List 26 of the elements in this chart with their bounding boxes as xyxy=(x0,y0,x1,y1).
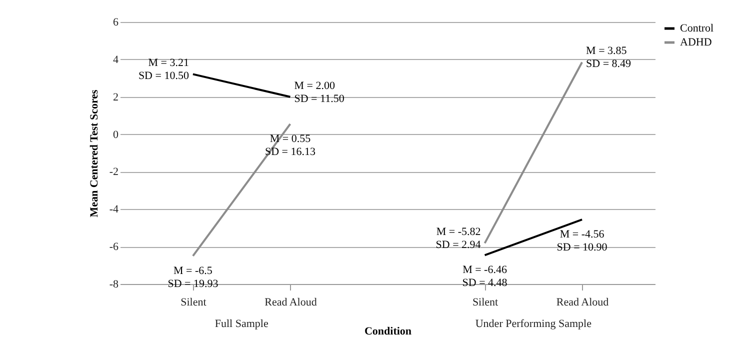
x-tick-label: Silent xyxy=(472,296,498,308)
annotation: M = 0.55 SD = 16.13 xyxy=(264,132,316,158)
annotation: M = -5.82 SD = 2.94 xyxy=(436,226,482,252)
legend-label: ADHD xyxy=(680,36,712,48)
y-tick-label: -8 xyxy=(109,278,119,290)
y-tick-label: -4 xyxy=(109,204,119,216)
annotation: M = -6.46 SD = 4.48 xyxy=(462,264,508,290)
x-axis-title: Condition xyxy=(364,326,412,337)
y-tick-label: 0 xyxy=(113,128,119,141)
y-tick-label: 6 xyxy=(113,16,119,28)
text: Full Sample xyxy=(214,318,268,330)
legend-label: Control xyxy=(680,22,714,34)
annotation: M = -6.5 SD = 19.93 xyxy=(168,264,219,290)
annotation: M = 3.85 SD = 8.49 xyxy=(586,45,632,70)
annotation: M = 2.00 SD = 11.50 xyxy=(294,80,345,105)
text: Under Performing Sample xyxy=(475,318,592,330)
x-tick-label: Read Aloud xyxy=(264,296,318,308)
y-tick-label: 2 xyxy=(113,91,118,104)
y-axis-title: Mean Centered Test Scores xyxy=(88,88,100,218)
annotation: M = 3.21 SD = 10.50 xyxy=(138,57,190,82)
y-tick-label: -6 xyxy=(109,241,119,254)
y-tick-label: 4 xyxy=(113,54,119,66)
x-tick-label: Silent xyxy=(180,296,206,308)
x-tick-label: Read Aloud xyxy=(556,296,610,308)
y-tick-label: -2 xyxy=(109,166,118,178)
annotation: M = -4.56 SD = 10.90 xyxy=(556,228,608,254)
